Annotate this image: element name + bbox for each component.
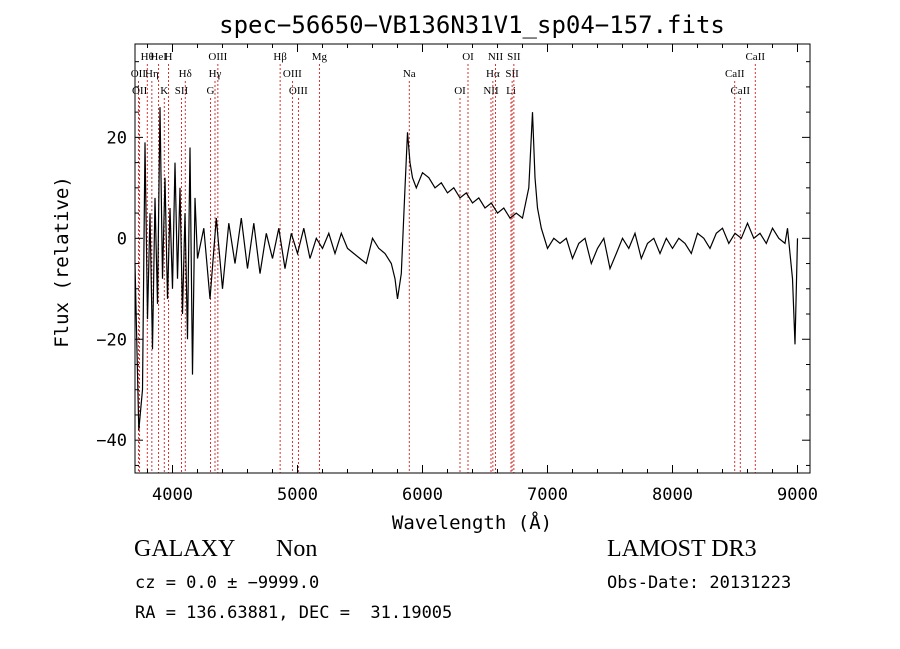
line-marker-label: Hβ	[273, 51, 287, 63]
line-marker-label: OII	[131, 68, 147, 80]
line-marker-label: H	[165, 51, 173, 63]
line-marker-label: CaII	[745, 51, 765, 63]
x-axis-label: Wavelength (Å)	[392, 511, 552, 534]
spectrum-series	[134, 107, 799, 431]
line-marker-label: HeI	[150, 51, 167, 63]
line-marker-label: SII	[505, 68, 519, 80]
line-marker-label: G	[207, 85, 215, 97]
object-class: GALAXY	[134, 536, 236, 562]
x-tick-label: 7000	[527, 485, 568, 505]
line-marker-label: Hη	[145, 68, 159, 80]
line-marker-label: Hγ	[209, 68, 222, 80]
line-marker-label: Na	[403, 68, 416, 80]
survey-name: LAMOST DR3	[607, 536, 757, 562]
line-marker-label: OIII	[283, 68, 302, 80]
y-tick-label: −40	[96, 431, 127, 451]
line-marker-label: OIII	[208, 51, 227, 63]
line-marker-label: K	[160, 85, 168, 97]
x-tick-label: 8000	[652, 485, 693, 505]
y-axis-label: Flux (relative)	[51, 176, 73, 348]
x-tick-label: 4000	[152, 485, 193, 505]
line-marker-label: CaII	[725, 68, 745, 80]
line-marker-label: OIII	[289, 85, 308, 97]
line-marker-label: NII	[488, 51, 504, 63]
obs-date: Obs-Date: 20131223	[607, 573, 792, 593]
object-subclass: Non	[276, 536, 318, 562]
spectrum-line	[134, 107, 799, 431]
line-marker-label: SII	[175, 85, 189, 97]
line-marker-label: OII	[132, 85, 148, 97]
line-marker-label: OI	[462, 51, 474, 63]
line-marker-label: Hα	[486, 68, 500, 80]
y-tick-label: 20	[107, 128, 127, 148]
y-tick-label: −20	[96, 330, 127, 350]
redshift-text: cz = 0.0 ± −9999.0	[135, 573, 320, 593]
line-marker-label: Mg	[312, 51, 328, 63]
line-marker-label: Li	[506, 85, 516, 97]
line-marker-label: Hθ	[141, 51, 154, 63]
x-tick-label: 6000	[402, 485, 443, 505]
line-marker-label: OI	[454, 85, 466, 97]
axes: 4000 5000 6000 7000 8000 9000 −40 −20 0 20	[96, 44, 818, 505]
x-tick-label: 9000	[777, 485, 818, 505]
chart-title: spec−56650−VB136N31V1_sp04−157.fits	[219, 11, 725, 39]
y-tick-label: 0	[117, 229, 127, 249]
line-marker-label: SII	[507, 51, 521, 63]
line-markers: HθOIIOIIHeIHηKHHδSIIOIIIHγGHβOIIIOIIIMgN…	[131, 51, 765, 473]
line-marker-label: NII	[483, 85, 499, 97]
line-marker-label: Hδ	[179, 68, 192, 80]
coordinates: RA = 136.63881, DEC = 31.19005	[135, 603, 453, 623]
line-marker-label: CaII	[730, 85, 750, 97]
x-tick-label: 5000	[277, 485, 318, 505]
